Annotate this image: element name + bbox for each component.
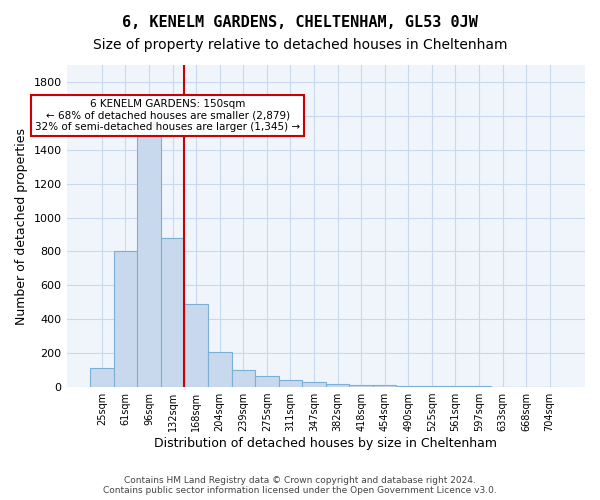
Bar [278, 380, 302, 387]
Bar [184, 304, 208, 387]
Bar [514, 386, 538, 387]
Bar [538, 386, 562, 387]
Bar [373, 386, 397, 387]
Text: 6, KENELM GARDENS, CHELTENHAM, GL53 0JW: 6, KENELM GARDENS, CHELTENHAM, GL53 0JW [122, 15, 478, 30]
Bar [420, 386, 443, 387]
Bar [208, 352, 232, 387]
Text: Size of property relative to detached houses in Cheltenham: Size of property relative to detached ho… [93, 38, 507, 52]
Bar [90, 368, 113, 387]
Bar [349, 384, 373, 387]
Bar [302, 382, 326, 387]
Y-axis label: Number of detached properties: Number of detached properties [15, 128, 28, 324]
Text: 6 KENELM GARDENS: 150sqm
← 68% of detached houses are smaller (2,879)
32% of sem: 6 KENELM GARDENS: 150sqm ← 68% of detach… [35, 99, 300, 132]
Bar [326, 384, 349, 387]
Bar [467, 386, 491, 387]
X-axis label: Distribution of detached houses by size in Cheltenham: Distribution of detached houses by size … [154, 437, 497, 450]
Bar [161, 238, 184, 387]
Bar [232, 370, 255, 387]
Bar [491, 386, 514, 387]
Bar [137, 136, 161, 387]
Text: Contains HM Land Registry data © Crown copyright and database right 2024.
Contai: Contains HM Land Registry data © Crown c… [103, 476, 497, 495]
Bar [255, 376, 278, 387]
Bar [443, 386, 467, 387]
Bar [397, 386, 420, 387]
Bar [113, 252, 137, 387]
